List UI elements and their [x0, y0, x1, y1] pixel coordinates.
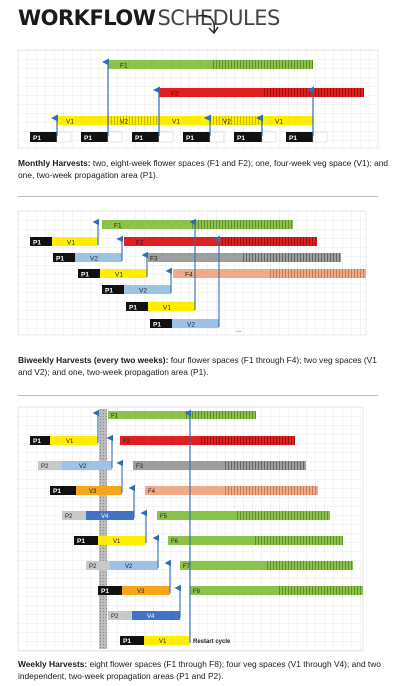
biweekly-arrows: [92, 218, 221, 327]
label-p1-2: P1: [84, 135, 92, 142]
bar-prop-row: P1 P1 P1 P1 P1 P1: [30, 131, 328, 143]
label-v1b: V1: [172, 119, 180, 126]
w-label-p2-2: P2: [65, 514, 73, 520]
w-label-f4: F4: [148, 489, 156, 495]
bi-label-v1-1: V1: [67, 240, 75, 247]
label-p1-1: P1: [33, 135, 41, 142]
label-v2b: V2: [223, 119, 231, 126]
w-label-v2-2: V2: [125, 564, 133, 570]
biweekly-panel: F1 P1 V1 F2 P1 V2 F3 P1 V1 F4 P1 V2 P1 V…: [0, 205, 400, 390]
w-label-f2: F2: [123, 439, 131, 445]
w-label-p2-4: P2: [111, 614, 119, 620]
page-title: WORKFLOW SCHEDULES: [18, 6, 280, 40]
w-label-f3: F3: [136, 464, 144, 470]
w-label-p1-3: P1: [77, 538, 85, 545]
bi-label-p1-2: P1: [56, 256, 64, 263]
biweekly-caption: Biweekly Harvests (every two weeks): fou…: [18, 355, 377, 377]
w-label-f6: F6: [171, 539, 179, 545]
bi-label-v2-1: V2: [90, 256, 98, 263]
bi-label-p1-5: P1: [129, 305, 137, 312]
separator-1: [18, 196, 378, 197]
dotted-column: [99, 409, 107, 649]
label-f2: F2: [171, 91, 179, 98]
bi-label-v2-3: V2: [187, 322, 195, 329]
bi-label-p1-4: P1: [105, 288, 113, 295]
w-label-v3-2: V3: [137, 589, 145, 595]
w-label-p1-2: P1: [53, 488, 61, 495]
biweekly-diagram: F1 P1 V1 F2 P1 V2 F3 P1 V1 F4 P1 V2 P1 V…: [17, 210, 367, 336]
bi-label-p1-6: P1: [153, 322, 161, 329]
weekly-arrows: [92, 409, 192, 643]
w-label-v4-2: V4: [147, 614, 155, 620]
w-label-p2-3: P2: [89, 564, 97, 570]
label-v1a: V1: [66, 119, 74, 126]
w-label-v1-2: V1: [113, 539, 121, 545]
bi-more-ellipsis: ...: [236, 327, 242, 334]
weekly-panel: F1 P1 V1 F2 P2 V2 F3 P1 V3 F4 P2 V4 F5 P…: [0, 403, 400, 686]
weekly-diagram: F1 P1 V1 F2 P2 V2 F3 P1 V3 F4 P2 V4 F5 P…: [17, 406, 364, 652]
bi-label-f2: F2: [136, 240, 144, 247]
bi-label-f3: F3: [150, 256, 158, 263]
bi-label-v1-3: V1: [163, 305, 171, 312]
bi-label-p1-3: P1: [81, 272, 89, 279]
w-label-restart: Restart cycle: [193, 639, 231, 645]
bi-label-p1-1: P1: [33, 240, 41, 247]
monthly-arrows: [51, 58, 315, 136]
bar-veg-row: V1 V2 V1 V2 V1: [57, 116, 313, 126]
title-light: SCHEDULES: [157, 6, 280, 30]
monthly-caption: Monthly Harvests: two, eight-week flower…: [18, 158, 389, 180]
w-label-v3-1: V3: [89, 489, 97, 495]
monthly-panel: F1 F2 V1 V2 V1 V2 V1 P: [0, 40, 400, 190]
w-label-f1: F1: [111, 414, 119, 420]
separator-2: [18, 395, 378, 396]
w-label-v1-1: V1: [66, 439, 74, 445]
w-label-v4-1: V4: [101, 514, 109, 520]
label-p1-4: P1: [186, 135, 194, 142]
bar-f2: F2: [159, 88, 364, 98]
label-p1-6: P1: [289, 135, 297, 142]
monthly-diagram: F1 F2 V1 V2 V1 V2 V1 P: [17, 49, 379, 149]
bi-label-v2-2: V2: [139, 288, 147, 295]
w-label-v1-3: V1: [159, 639, 167, 645]
w-label-p1-1: P1: [33, 438, 41, 445]
bi-label-v1-2: V1: [115, 272, 123, 279]
w-label-p2-1: P2: [41, 464, 49, 470]
bi-label-f4: F4: [185, 272, 193, 279]
w-label-p1-4: P1: [101, 588, 109, 595]
label-f1: F1: [120, 63, 128, 70]
curved-arrow-icon: [197, 14, 219, 35]
w-label-f5: F5: [160, 514, 168, 520]
label-v2a: V2: [120, 119, 128, 126]
w-label-f8: F8: [193, 589, 201, 595]
bi-label-f1: F1: [114, 223, 122, 230]
w-label-v2-1: V2: [79, 464, 87, 470]
title-bold: WORKFLOW: [18, 6, 156, 30]
label-v1c: V1: [275, 119, 283, 126]
label-p1-3: P1: [135, 135, 143, 142]
w-label-f7: F7: [183, 564, 191, 570]
w-label-p1-5: P1: [123, 638, 131, 645]
label-p1-5: P1: [237, 135, 245, 142]
weekly-caption: Weekly Harvests: eight flower spaces (F1…: [18, 659, 381, 681]
bar-f1: F1: [108, 60, 313, 70]
